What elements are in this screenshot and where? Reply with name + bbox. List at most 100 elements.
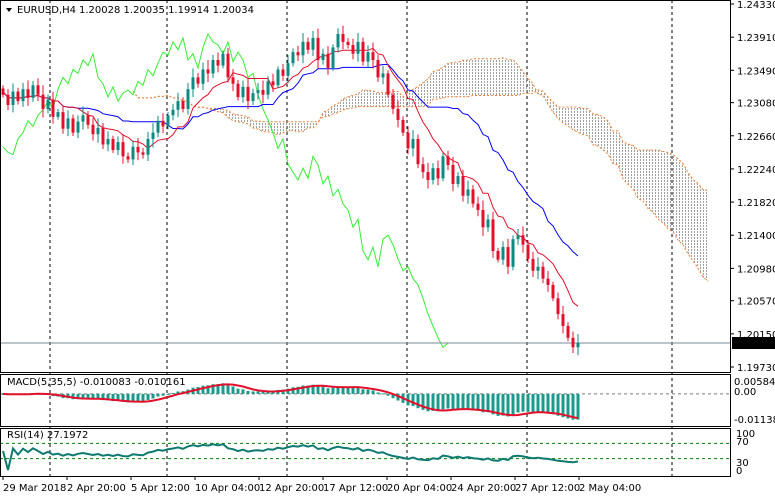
candle-body (231, 77, 235, 84)
candle-body (376, 60, 380, 78)
macd-histogram-bar (291, 387, 295, 394)
macd-tick-label: 0.00 (734, 387, 756, 398)
dropdown-triangle-icon[interactable] (6, 8, 12, 12)
candle-body (106, 138, 110, 145)
macd-histogram-bar (241, 389, 245, 394)
macd-histogram-bar (516, 393, 520, 413)
candle-body (461, 176, 465, 196)
macd-histogram-bar (366, 389, 370, 394)
price-tick-label: 1.20570 (737, 297, 775, 308)
macd-histogram-bar (511, 393, 515, 415)
candle-body (86, 115, 90, 125)
candle-body (261, 90, 265, 95)
candles (1, 25, 580, 356)
candle-body (351, 45, 355, 54)
macd-histogram-bar (476, 393, 480, 411)
candle-body (486, 219, 490, 228)
candle-body (166, 115, 170, 127)
macd-histogram-bar (266, 391, 270, 394)
macd-histogram-bar (376, 392, 380, 394)
macd-label: MACD(5,35,5) -0.010083 -0.010161 (7, 377, 186, 388)
macd-histogram-bar (391, 393, 395, 399)
macd-histogram-bar (326, 388, 330, 394)
candle-body (246, 86, 250, 102)
time-tick-label: 20 Apr 04:00 (387, 483, 452, 494)
macd-histogram-bar (221, 383, 225, 394)
macd-panel (0, 383, 730, 420)
candle-body (291, 52, 295, 64)
macd-histogram-bar (561, 393, 565, 418)
time-tick-label: 24 Apr 20:00 (451, 483, 516, 494)
candle-body (436, 168, 440, 179)
macd-histogram-bar (106, 393, 110, 401)
candle-body (391, 94, 395, 109)
candle-body (416, 138, 420, 165)
time-tick-label: 2 Apr 20:00 (67, 483, 126, 494)
macd-histogram-bar (281, 389, 285, 394)
candle-body (196, 77, 200, 84)
candle-body (221, 53, 225, 66)
price-tick-label: 1.19730 (737, 363, 775, 374)
candle-body (456, 176, 460, 184)
macd-histogram-bar (146, 393, 150, 400)
macd-histogram-bar (396, 393, 400, 401)
macd-histogram-bar (306, 385, 310, 394)
candle-body (281, 69, 285, 76)
candle-body (361, 41, 365, 62)
candle-body (126, 156, 130, 160)
candle-body (266, 81, 270, 95)
candle-body (481, 209, 485, 228)
time-axis: 29 Mar 2018 2 Apr 20:00 5 Apr 12:00 10 Apr … (2, 476, 641, 494)
macd-histogram-bar (121, 393, 125, 402)
candle-body (341, 33, 345, 42)
tenkan-sen-line (2, 47, 579, 307)
candle-body (511, 239, 515, 267)
candle-body (476, 203, 480, 210)
candle-body (36, 85, 40, 95)
candle-body (256, 90, 260, 94)
candle-body (251, 93, 255, 102)
last-price-tag (732, 337, 775, 350)
macd-histogram-bar (551, 393, 555, 415)
candle-body (346, 41, 350, 46)
panel-frame (0, 0, 731, 373)
candle-body (161, 120, 165, 127)
macd-histogram-bar (431, 393, 435, 411)
time-tick-label: 29 Mar 2018 (3, 483, 66, 494)
candle-body (521, 235, 525, 245)
macd-histogram-bar (331, 387, 335, 394)
candle-body (66, 118, 70, 129)
candle-body (236, 83, 240, 98)
candle-body (426, 172, 430, 180)
macd-histogram-bar (161, 393, 165, 396)
candle-body (136, 146, 140, 153)
macd-histogram-bar (446, 393, 450, 409)
candle-body (96, 127, 100, 135)
candle-body (151, 132, 155, 139)
candle-body (366, 52, 370, 62)
candle-body (11, 91, 15, 106)
price-tick-label: 1.22660 (737, 132, 775, 143)
macd-histogram-bar (111, 393, 115, 402)
candle-body (276, 69, 280, 86)
candle-body (121, 142, 125, 157)
symbol-label: EURUSD,H4 (17, 5, 76, 16)
candle-body (381, 73, 385, 78)
senkou-span-b-line (132, 89, 709, 191)
macd-histogram-bar (531, 393, 535, 413)
price-tick-label: 1.22240 (737, 165, 775, 176)
macd-histogram-bar (566, 393, 570, 419)
candle-body (31, 85, 35, 98)
candle-body (176, 101, 180, 110)
macd-histogram-bar (211, 384, 215, 394)
candle-body (186, 89, 190, 109)
macd-histogram-bar (251, 391, 255, 394)
candle-body (466, 189, 470, 196)
price-tick-label: 1.23080 (737, 99, 775, 110)
macd-histogram-bar (546, 393, 550, 414)
candle-body (471, 189, 475, 204)
rsi-label: RSI(14) 27.1972 (7, 430, 88, 441)
kijun-sen-line (2, 64, 579, 257)
